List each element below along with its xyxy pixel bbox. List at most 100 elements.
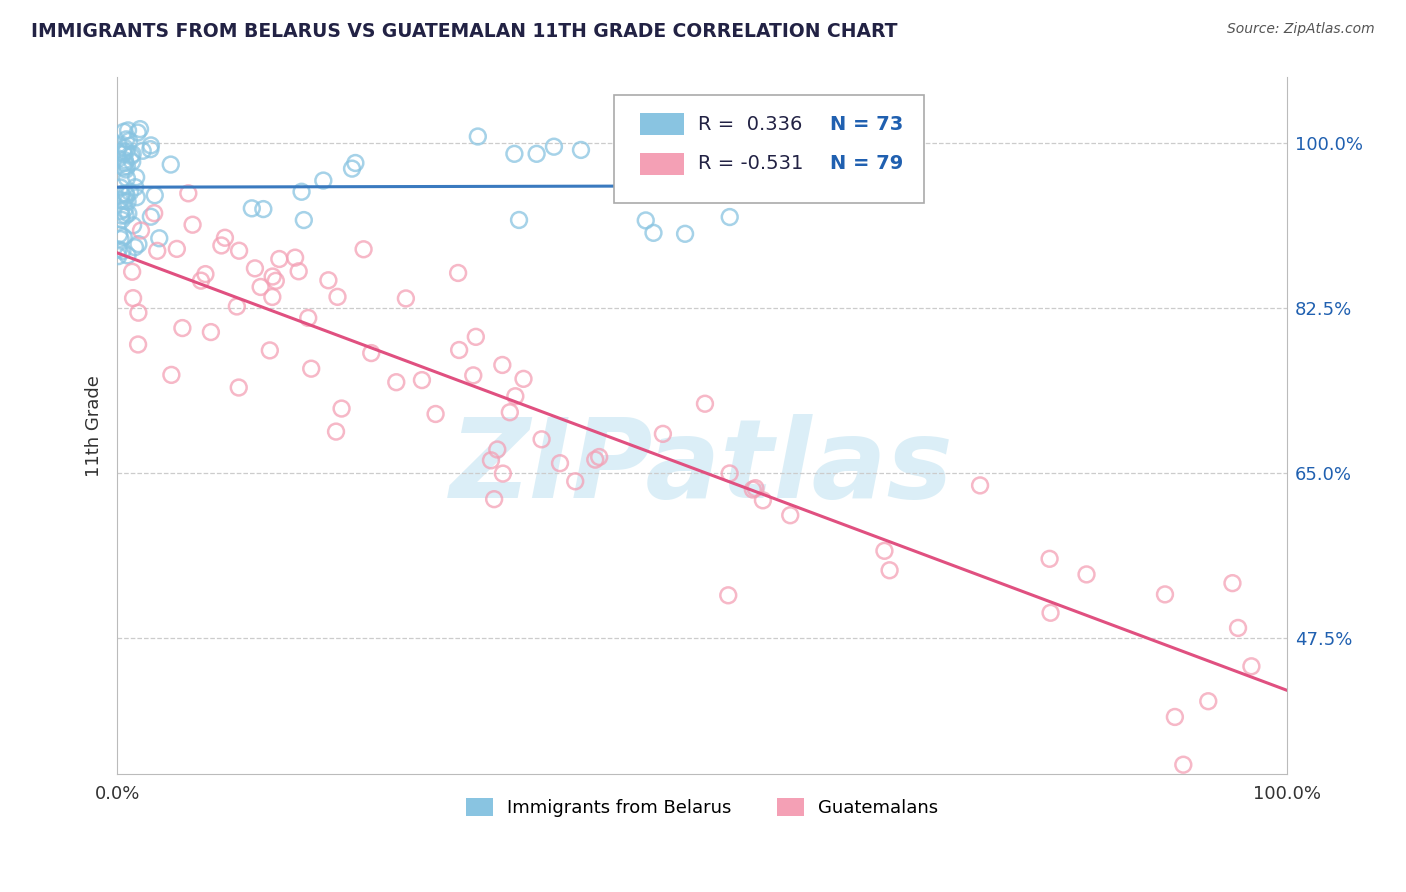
Point xyxy=(160,368,183,382)
Text: R =  0.336: R = 0.336 xyxy=(699,114,803,134)
Point xyxy=(209,238,232,252)
Text: IMMIGRANTS FROM BELARUS VS GUATEMALAN 11TH GRADE CORRELATION CHART: IMMIGRANTS FROM BELARUS VS GUATEMALAN 11… xyxy=(31,22,897,41)
Point xyxy=(127,337,149,351)
Point xyxy=(464,330,486,344)
Point xyxy=(449,343,471,357)
Point xyxy=(107,137,129,152)
Point xyxy=(425,407,447,421)
Point xyxy=(111,212,134,227)
Point xyxy=(121,154,143,169)
Point xyxy=(879,563,901,577)
Legend: Immigrants from Belarus, Guatemalans: Immigrants from Belarus, Guatemalans xyxy=(458,790,945,824)
Point xyxy=(166,242,188,256)
Point xyxy=(240,202,263,216)
Point xyxy=(693,397,716,411)
Point xyxy=(139,138,162,153)
Text: N = 73: N = 73 xyxy=(831,114,904,134)
Point xyxy=(110,204,132,219)
Point xyxy=(744,481,766,495)
Point xyxy=(583,452,606,467)
Point xyxy=(360,346,382,360)
Point xyxy=(447,266,470,280)
Point xyxy=(114,202,136,217)
Point xyxy=(290,185,312,199)
Point xyxy=(873,544,896,558)
Point xyxy=(139,142,162,156)
Point xyxy=(122,219,145,233)
Point xyxy=(112,145,135,159)
Point xyxy=(115,159,138,173)
Point xyxy=(512,372,534,386)
Point xyxy=(262,269,284,284)
Point xyxy=(287,264,309,278)
Point xyxy=(969,478,991,492)
Point xyxy=(114,156,136,170)
Point xyxy=(492,467,515,481)
Point xyxy=(132,144,155,158)
Point xyxy=(292,213,315,227)
Point xyxy=(194,267,217,281)
Point xyxy=(564,475,586,489)
Point xyxy=(111,187,134,202)
FancyBboxPatch shape xyxy=(614,95,924,202)
Point xyxy=(318,273,340,287)
Point xyxy=(115,132,138,146)
Point xyxy=(177,186,200,201)
Point xyxy=(326,290,349,304)
Point xyxy=(115,171,138,186)
Point xyxy=(344,156,367,170)
Point xyxy=(146,244,169,258)
Point xyxy=(741,483,763,497)
Point xyxy=(1222,576,1244,591)
Point xyxy=(1076,567,1098,582)
Point xyxy=(148,231,170,245)
Point xyxy=(491,358,513,372)
Point xyxy=(543,139,565,153)
Point xyxy=(114,194,136,208)
Point xyxy=(110,180,132,194)
Point xyxy=(486,442,509,457)
Text: Source: ZipAtlas.com: Source: ZipAtlas.com xyxy=(1227,22,1375,37)
Point xyxy=(718,210,741,224)
Point xyxy=(467,129,489,144)
Point xyxy=(269,252,291,266)
Point xyxy=(259,343,281,358)
Point xyxy=(508,213,530,227)
Point xyxy=(117,123,139,137)
Text: N = 79: N = 79 xyxy=(831,154,904,173)
Point xyxy=(340,161,363,176)
Point xyxy=(107,249,129,263)
Point xyxy=(482,492,505,507)
Point xyxy=(479,453,502,467)
Point xyxy=(114,153,136,168)
Point xyxy=(181,218,204,232)
Point xyxy=(190,274,212,288)
Point xyxy=(228,380,250,394)
Point xyxy=(411,373,433,387)
Point xyxy=(125,170,148,185)
Point xyxy=(114,141,136,155)
Point xyxy=(1039,606,1062,620)
Point xyxy=(779,508,801,523)
Point xyxy=(651,426,673,441)
Point xyxy=(228,244,250,258)
Point xyxy=(112,161,135,175)
Point xyxy=(264,274,287,288)
FancyBboxPatch shape xyxy=(640,113,685,136)
Point xyxy=(1227,621,1250,635)
Point xyxy=(125,190,148,204)
Point xyxy=(718,467,741,481)
Point xyxy=(114,162,136,177)
Point xyxy=(117,206,139,220)
Point xyxy=(108,227,131,242)
Point xyxy=(526,146,548,161)
Point xyxy=(252,202,274,216)
Point xyxy=(249,280,271,294)
Point xyxy=(129,122,152,136)
Point xyxy=(112,146,135,161)
Point xyxy=(659,136,682,151)
Point xyxy=(143,188,166,202)
Point xyxy=(117,248,139,262)
Point xyxy=(353,242,375,256)
Point xyxy=(115,145,138,159)
